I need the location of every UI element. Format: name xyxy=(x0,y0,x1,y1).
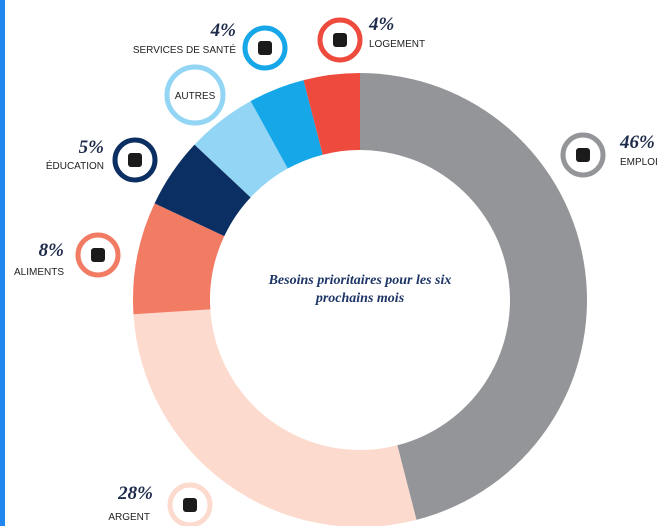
category-label: ÉDUCATION xyxy=(46,159,104,172)
label-group: 46% EMPLOI xyxy=(560,132,658,178)
category-label: ARGENT xyxy=(108,512,150,523)
icon xyxy=(128,153,142,167)
label-group: 4% SERVICES DE SANTÉ xyxy=(133,20,288,71)
donut-segment xyxy=(194,101,288,198)
value-label: 5% xyxy=(79,137,104,158)
category-label: EMPLOI xyxy=(620,157,658,168)
label-group: 28% ARGENT xyxy=(108,482,213,526)
label-group: AUTRES xyxy=(164,64,226,126)
label-group: 8% ALIMENTS xyxy=(14,232,121,278)
label-group: 5%ÉDUCATION xyxy=(46,137,158,183)
donut-segment xyxy=(303,73,360,155)
value-label: 4% xyxy=(368,14,394,35)
category-label: AUTRES xyxy=(175,91,216,102)
donut-segment xyxy=(133,309,417,526)
value-label: 46% xyxy=(619,132,655,153)
value-label: 4% xyxy=(210,20,236,41)
label-badge xyxy=(164,64,226,126)
category-label: LOGEMENT xyxy=(369,39,425,50)
category-label: SERVICES DE SANTÉ xyxy=(133,43,237,56)
label-group: 4% LOGEMENT xyxy=(317,14,425,63)
category-label: ALIMENTS xyxy=(14,267,64,278)
icon xyxy=(258,41,272,55)
icon xyxy=(576,148,590,162)
icon xyxy=(333,33,347,47)
border-stripe xyxy=(0,0,5,526)
value-label: 28% xyxy=(117,483,153,504)
donut-segment xyxy=(360,73,587,520)
icon xyxy=(183,498,197,512)
icon xyxy=(91,248,105,262)
donut-segment xyxy=(154,144,251,237)
donut-segment xyxy=(133,203,225,315)
value-label: 8% xyxy=(39,240,64,261)
donut-segment xyxy=(250,80,323,169)
chart-title: Besoins prioritaires pour les six procha… xyxy=(268,273,452,306)
